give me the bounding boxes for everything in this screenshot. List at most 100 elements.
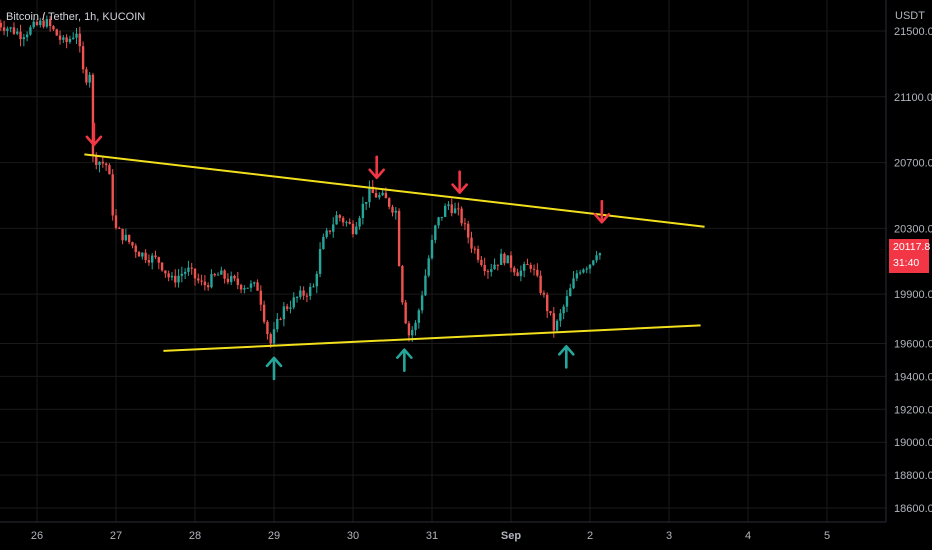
candle-body bbox=[506, 255, 509, 264]
candle-body bbox=[351, 223, 355, 235]
candle-body bbox=[384, 192, 388, 199]
candle-body bbox=[269, 334, 272, 344]
time-tick-label: 27 bbox=[110, 530, 122, 542]
price-tick-label: 18800.0 bbox=[894, 470, 932, 482]
sell-arrow-icon[interactable] bbox=[85, 122, 103, 147]
candle-body bbox=[424, 275, 427, 296]
candle-body bbox=[309, 286, 312, 297]
candle-body bbox=[490, 269, 493, 272]
candle-body bbox=[262, 304, 266, 322]
candle-body bbox=[499, 253, 503, 265]
candle-body bbox=[434, 225, 437, 240]
last-price-value: 20117.8 bbox=[893, 241, 931, 253]
candle-body bbox=[447, 204, 450, 206]
candle-body bbox=[259, 290, 263, 305]
candle-body bbox=[565, 296, 569, 307]
candle-body bbox=[486, 271, 490, 273]
candle-body bbox=[243, 288, 246, 290]
candle-body bbox=[183, 271, 187, 274]
candle-body bbox=[236, 278, 239, 285]
candle-body bbox=[124, 234, 128, 241]
candle-body bbox=[585, 268, 588, 270]
candle-body bbox=[378, 195, 381, 198]
candle-body bbox=[42, 20, 45, 27]
candle-body bbox=[513, 267, 516, 273]
candle-body bbox=[371, 186, 374, 194]
candle-body bbox=[519, 270, 523, 277]
candle-body bbox=[2, 27, 6, 31]
candle-body bbox=[325, 230, 328, 237]
candle-body bbox=[522, 263, 526, 271]
time-tick-label: 5 bbox=[824, 530, 830, 542]
candle-body bbox=[52, 26, 55, 30]
candle-body bbox=[388, 198, 391, 207]
candle-body bbox=[144, 252, 147, 261]
candle-body bbox=[65, 37, 68, 43]
candle-body bbox=[282, 306, 286, 320]
candle-body bbox=[457, 208, 460, 210]
candle-body bbox=[328, 230, 332, 232]
candle-body bbox=[509, 255, 513, 268]
candle-body bbox=[364, 202, 368, 204]
time-axis[interactable]: 26 27 28 29 30 31 Sep 2 3 4 5 bbox=[31, 530, 830, 542]
candle-body bbox=[151, 255, 154, 263]
candle-body bbox=[467, 223, 470, 238]
buy-arrow-icon[interactable] bbox=[557, 345, 575, 369]
candle-body bbox=[200, 280, 203, 282]
candle-body bbox=[345, 222, 348, 224]
candle-body bbox=[216, 274, 220, 276]
candle-body bbox=[463, 223, 467, 225]
candle-body bbox=[233, 275, 236, 279]
candle-body bbox=[338, 215, 342, 218]
candle-body bbox=[246, 287, 249, 289]
time-tick-label: 3 bbox=[666, 530, 672, 542]
candle-body bbox=[95, 154, 98, 165]
candle-body bbox=[266, 321, 269, 335]
candle-body bbox=[483, 264, 486, 272]
candle-body bbox=[203, 281, 207, 286]
candle-body bbox=[473, 248, 476, 250]
price-tick-label: 19600.0 bbox=[894, 339, 932, 351]
candle-body bbox=[335, 215, 338, 225]
price-tick-label: 19900.0 bbox=[894, 289, 932, 301]
candle-body bbox=[341, 217, 345, 223]
candle-body bbox=[289, 307, 292, 309]
candle-body bbox=[147, 260, 151, 263]
sell-arrow-icon[interactable] bbox=[593, 199, 611, 224]
buy-arrow-icon[interactable] bbox=[396, 348, 413, 372]
candle-body bbox=[562, 306, 565, 314]
candle-body bbox=[552, 313, 555, 331]
candle-body bbox=[453, 208, 457, 214]
sell-arrow-icon[interactable] bbox=[368, 155, 386, 180]
candle-body bbox=[559, 313, 562, 321]
candle-body bbox=[25, 34, 29, 38]
candle-body bbox=[101, 161, 105, 164]
sell-arrow-icon[interactable] bbox=[451, 170, 468, 194]
price-axis[interactable]: 21500.0 21100.0 20700.0 20300.0 19900.0 19600… bbox=[894, 26, 932, 515]
candle-body bbox=[549, 311, 552, 314]
bar-countdown: 31:40 bbox=[893, 257, 920, 269]
candle-body bbox=[134, 245, 137, 253]
candle-body bbox=[460, 208, 463, 224]
candle-body bbox=[81, 46, 85, 70]
candle-body bbox=[348, 222, 351, 224]
candle-body bbox=[440, 216, 444, 218]
trendline-support[interactable] bbox=[163, 324, 701, 352]
candle-body bbox=[368, 186, 371, 203]
candle-body bbox=[480, 259, 483, 265]
candle-body bbox=[249, 283, 253, 288]
buy-arrow-icon[interactable] bbox=[265, 356, 283, 381]
candle-body bbox=[305, 295, 309, 297]
candle-body bbox=[295, 297, 299, 299]
candle-body bbox=[361, 203, 365, 219]
time-tick-label: Sep bbox=[501, 530, 521, 542]
time-tick-label: 26 bbox=[31, 530, 43, 542]
candle-body bbox=[569, 288, 572, 297]
candle-body bbox=[598, 253, 602, 256]
time-tick-label: 4 bbox=[745, 530, 751, 542]
candle-body bbox=[22, 37, 26, 40]
price-tick-label: 19000.0 bbox=[894, 437, 932, 449]
candle-body bbox=[516, 272, 519, 277]
candle-body bbox=[210, 274, 213, 288]
